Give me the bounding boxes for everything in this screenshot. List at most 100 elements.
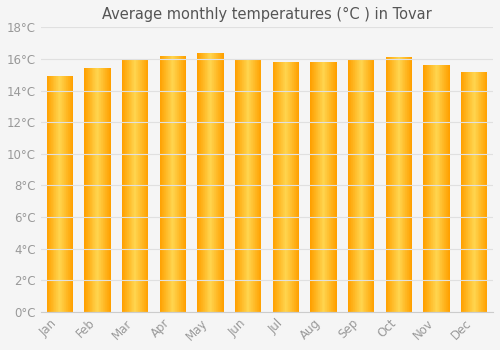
Bar [165,56,166,312]
Bar [436,65,437,312]
Bar [282,62,283,312]
Bar [106,68,108,312]
Bar [138,59,139,312]
Bar [177,56,178,312]
Bar [167,56,168,312]
Bar [87,68,88,312]
Bar [46,76,47,312]
Bar [222,52,223,312]
Bar [252,59,253,312]
Bar [48,76,49,312]
Bar [296,62,297,312]
Bar [319,62,320,312]
Bar [430,65,432,312]
Bar [272,62,274,312]
Bar [173,56,174,312]
Bar [144,59,145,312]
Bar [468,71,469,312]
Bar [84,68,85,312]
Bar [372,61,373,312]
Bar [182,56,184,312]
Bar [208,52,209,312]
Bar [216,52,217,312]
Bar [209,52,210,312]
Bar [439,65,440,312]
Bar [88,68,89,312]
Bar [171,56,172,312]
Bar [131,59,132,312]
Bar [254,59,256,312]
Bar [127,59,128,312]
Bar [361,61,362,312]
Bar [397,57,398,312]
Bar [178,56,180,312]
Bar [47,76,48,312]
Bar [279,62,280,312]
Bar [297,62,298,312]
Bar [274,62,276,312]
Bar [210,52,211,312]
Bar [476,71,477,312]
Bar [163,56,164,312]
Bar [484,71,485,312]
Bar [359,61,360,312]
Bar [161,56,162,312]
Bar [323,62,324,312]
Bar [348,61,350,312]
Bar [134,59,135,312]
Bar [485,71,486,312]
Bar [293,62,294,312]
Bar [373,61,374,312]
Bar [218,52,219,312]
Bar [160,56,161,312]
Bar [312,62,313,312]
Bar [203,52,204,312]
Bar [473,71,474,312]
Bar [246,59,247,312]
Bar [66,76,67,312]
Bar [141,59,142,312]
Bar [370,61,371,312]
Bar [57,76,58,312]
Bar [398,57,399,312]
Bar [328,62,329,312]
Bar [221,52,222,312]
Bar [358,61,359,312]
Bar [334,62,336,312]
Bar [360,61,361,312]
Bar [60,76,61,312]
Bar [97,68,98,312]
Bar [295,62,296,312]
Bar [206,52,207,312]
Bar [389,57,390,312]
Bar [142,59,143,312]
Bar [402,57,403,312]
Bar [332,62,334,312]
Bar [424,65,426,312]
Bar [59,76,60,312]
Bar [408,57,409,312]
Bar [204,52,205,312]
Bar [58,76,59,312]
Bar [242,59,243,312]
Bar [404,57,405,312]
Bar [472,71,473,312]
Bar [326,62,327,312]
Bar [92,68,93,312]
Bar [434,65,435,312]
Bar [290,62,291,312]
Bar [285,62,286,312]
Bar [438,65,439,312]
Bar [200,52,201,312]
Bar [247,59,248,312]
Bar [104,68,106,312]
Bar [482,71,483,312]
Bar [211,52,212,312]
Bar [442,65,443,312]
Bar [170,56,171,312]
Bar [435,65,436,312]
Bar [139,59,140,312]
Bar [102,68,104,312]
Bar [369,61,370,312]
Bar [64,76,65,312]
